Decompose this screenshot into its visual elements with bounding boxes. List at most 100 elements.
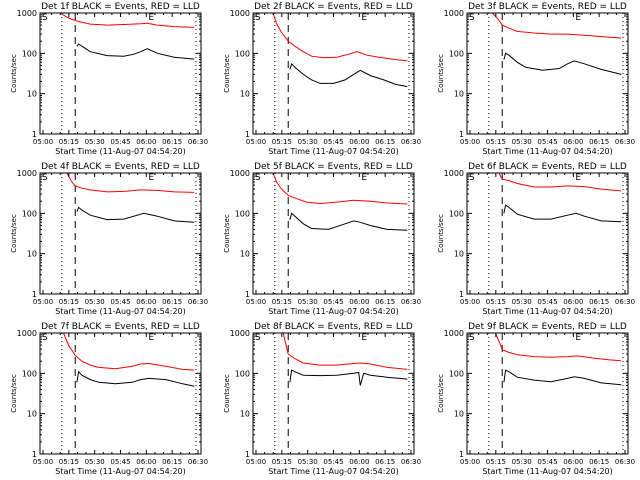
x-tick-label: 06:15 xyxy=(375,458,395,466)
plot-frame xyxy=(466,172,629,295)
plot-frame xyxy=(466,12,629,135)
end-marker-label: E xyxy=(575,333,581,343)
x-tick-label: 06:30 xyxy=(188,138,208,146)
y-tick-label: 100 xyxy=(449,209,464,218)
series-line-lld xyxy=(282,333,408,370)
series-line-events xyxy=(289,369,408,386)
y-tick-label: 100 xyxy=(22,209,37,218)
y-tick-label: 1 xyxy=(459,450,464,459)
x-tick-label: 05:30 xyxy=(512,298,532,306)
x-tick-label: 05:45 xyxy=(537,298,557,306)
start-marker-label: S xyxy=(255,173,261,183)
y-tick-label: 100 xyxy=(449,49,464,58)
x-tick-label: 06:15 xyxy=(375,138,395,146)
x-tick-label: 05:45 xyxy=(110,298,130,306)
y-tick-label: 1 xyxy=(245,290,250,299)
chart-title: Det 9f BLACK = Events, RED = LLD xyxy=(468,322,627,332)
y-tick-label: 1000 xyxy=(444,9,464,18)
chart-title: Det 6f BLACK = Events, RED = LLD xyxy=(468,162,627,172)
x-tick-label: 05:30 xyxy=(85,458,105,466)
series-line-lld xyxy=(495,333,622,362)
x-tick-label: 05:45 xyxy=(110,458,130,466)
x-tick-label: 05:15 xyxy=(272,298,292,306)
y-tick-label: 1000 xyxy=(17,9,37,18)
series-line-events xyxy=(76,43,195,60)
series-line-lld xyxy=(66,173,195,193)
end-marker-label: E xyxy=(148,13,154,23)
start-marker-label: S xyxy=(42,333,48,343)
y-axis-label: Counts/sec xyxy=(437,374,445,413)
y-axis-label: Counts/sec xyxy=(10,54,18,93)
x-tick-label: 05:15 xyxy=(486,138,506,146)
x-axis-label: Start Time (11-Aug-07 04:54:20) xyxy=(55,307,186,316)
x-tick-label: 05:15 xyxy=(486,458,506,466)
plot-frame xyxy=(252,12,415,135)
x-tick-label: 06:00 xyxy=(563,458,583,466)
x-tick-label: 06:15 xyxy=(162,138,182,146)
end-marker-label: E xyxy=(148,173,154,183)
chart-title: Det 2f BLACK = Events, RED = LLD xyxy=(254,2,413,12)
end-marker-label: E xyxy=(575,173,581,183)
series-line-lld xyxy=(59,13,195,28)
x-axis-label: Start Time (11-Aug-07 04:54:20) xyxy=(268,307,399,316)
start-marker-label: S xyxy=(469,333,475,343)
y-tick-label: 1000 xyxy=(444,329,464,338)
y-tick-label: 100 xyxy=(22,369,37,378)
x-tick-label: 06:30 xyxy=(188,458,208,466)
x-tick-label: 06:30 xyxy=(615,138,635,146)
x-tick-label: 05:15 xyxy=(59,458,79,466)
y-axis-label: Counts/sec xyxy=(10,214,18,253)
chart-title: Det 1f BLACK = Events, RED = LLD xyxy=(41,2,200,12)
x-tick-label: 06:00 xyxy=(136,298,156,306)
series-line-lld xyxy=(492,173,622,192)
x-tick-label: 06:15 xyxy=(375,298,395,306)
x-tick-label: 05:00 xyxy=(246,138,266,146)
x-tick-label: 06:15 xyxy=(589,458,609,466)
y-tick-label: 1 xyxy=(245,450,250,459)
y-tick-label: 1 xyxy=(459,130,464,139)
y-tick-label: 100 xyxy=(22,49,37,58)
plot-frame xyxy=(252,172,415,295)
x-axis-label: Start Time (11-Aug-07 04:54:20) xyxy=(268,147,399,156)
y-axis-label: Counts/sec xyxy=(223,214,231,253)
x-tick-label: 05:30 xyxy=(512,138,532,146)
x-tick-label: 05:30 xyxy=(298,138,318,146)
chart-title: Det 7f BLACK = Events, RED = LLD xyxy=(41,322,200,332)
series-line-lld xyxy=(491,13,622,39)
x-tick-label: 05:15 xyxy=(486,298,506,306)
x-tick-label: 06:00 xyxy=(563,298,583,306)
x-tick-label: 06:15 xyxy=(589,138,609,146)
y-axis-label: Counts/sec xyxy=(223,54,231,93)
series-line-lld xyxy=(63,333,195,371)
plot-frame xyxy=(466,332,629,455)
y-tick-label: 1 xyxy=(32,450,37,459)
end-marker-label: E xyxy=(361,333,367,343)
x-tick-label: 05:30 xyxy=(298,298,318,306)
y-tick-label: 1000 xyxy=(17,169,37,178)
x-tick-label: 05:15 xyxy=(59,138,79,146)
x-tick-label: 06:30 xyxy=(615,458,635,466)
y-tick-label: 1 xyxy=(32,130,37,139)
x-axis-label: Start Time (11-Aug-07 04:54:20) xyxy=(482,307,613,316)
start-marker-label: S xyxy=(42,173,48,183)
x-tick-label: 05:45 xyxy=(323,458,343,466)
x-tick-label: 06:30 xyxy=(615,298,635,306)
x-tick-label: 06:15 xyxy=(589,298,609,306)
chart-title: Det 4f BLACK = Events, RED = LLD xyxy=(41,162,200,172)
y-tick-label: 10 xyxy=(27,410,37,419)
x-tick-label: 06:30 xyxy=(401,298,421,306)
y-tick-label: 100 xyxy=(235,49,250,58)
end-marker-label: E xyxy=(361,173,367,183)
series-line-events xyxy=(76,206,195,223)
x-tick-label: 05:00 xyxy=(246,298,266,306)
x-axis-label: Start Time (11-Aug-07 04:54:20) xyxy=(482,467,613,476)
series-line-events xyxy=(289,62,408,88)
